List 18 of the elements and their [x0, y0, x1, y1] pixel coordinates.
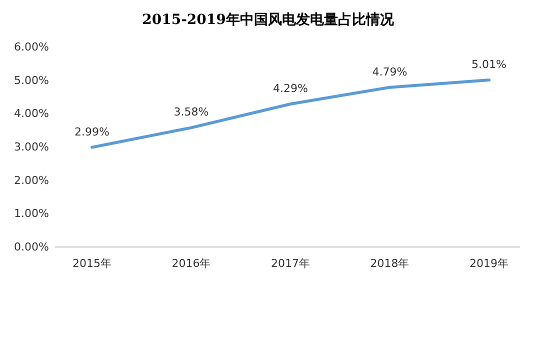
x-tick-label: 2016年 — [172, 256, 211, 270]
text: 4.29% — [273, 82, 308, 95]
y-tick-label: 6.00% — [14, 40, 49, 54]
y-tick-label: 2.00% — [14, 174, 49, 187]
x-tick-label: 2019年 — [470, 256, 508, 270]
x-tick-label: 2015年 — [72, 256, 112, 270]
y-tick-label: 5.00% — [14, 74, 49, 87]
x-tick-label: 2017年 — [271, 256, 310, 270]
text: 3.58% — [174, 106, 209, 119]
x-tick-label: 2018年 — [370, 256, 410, 270]
text: 2.99% — [74, 125, 110, 138]
y-tick-label: 1.00% — [14, 207, 49, 220]
text: 5.01% — [472, 58, 506, 71]
chart-title: 2015-2019年中国风电发电量占比情况 — [142, 12, 395, 28]
text: 4.79% — [372, 65, 408, 78]
y-tick-label: 0.00% — [14, 240, 49, 254]
y-tick-label: 4.00% — [14, 107, 49, 120]
y-tick-label: 3.00% — [14, 140, 49, 154]
